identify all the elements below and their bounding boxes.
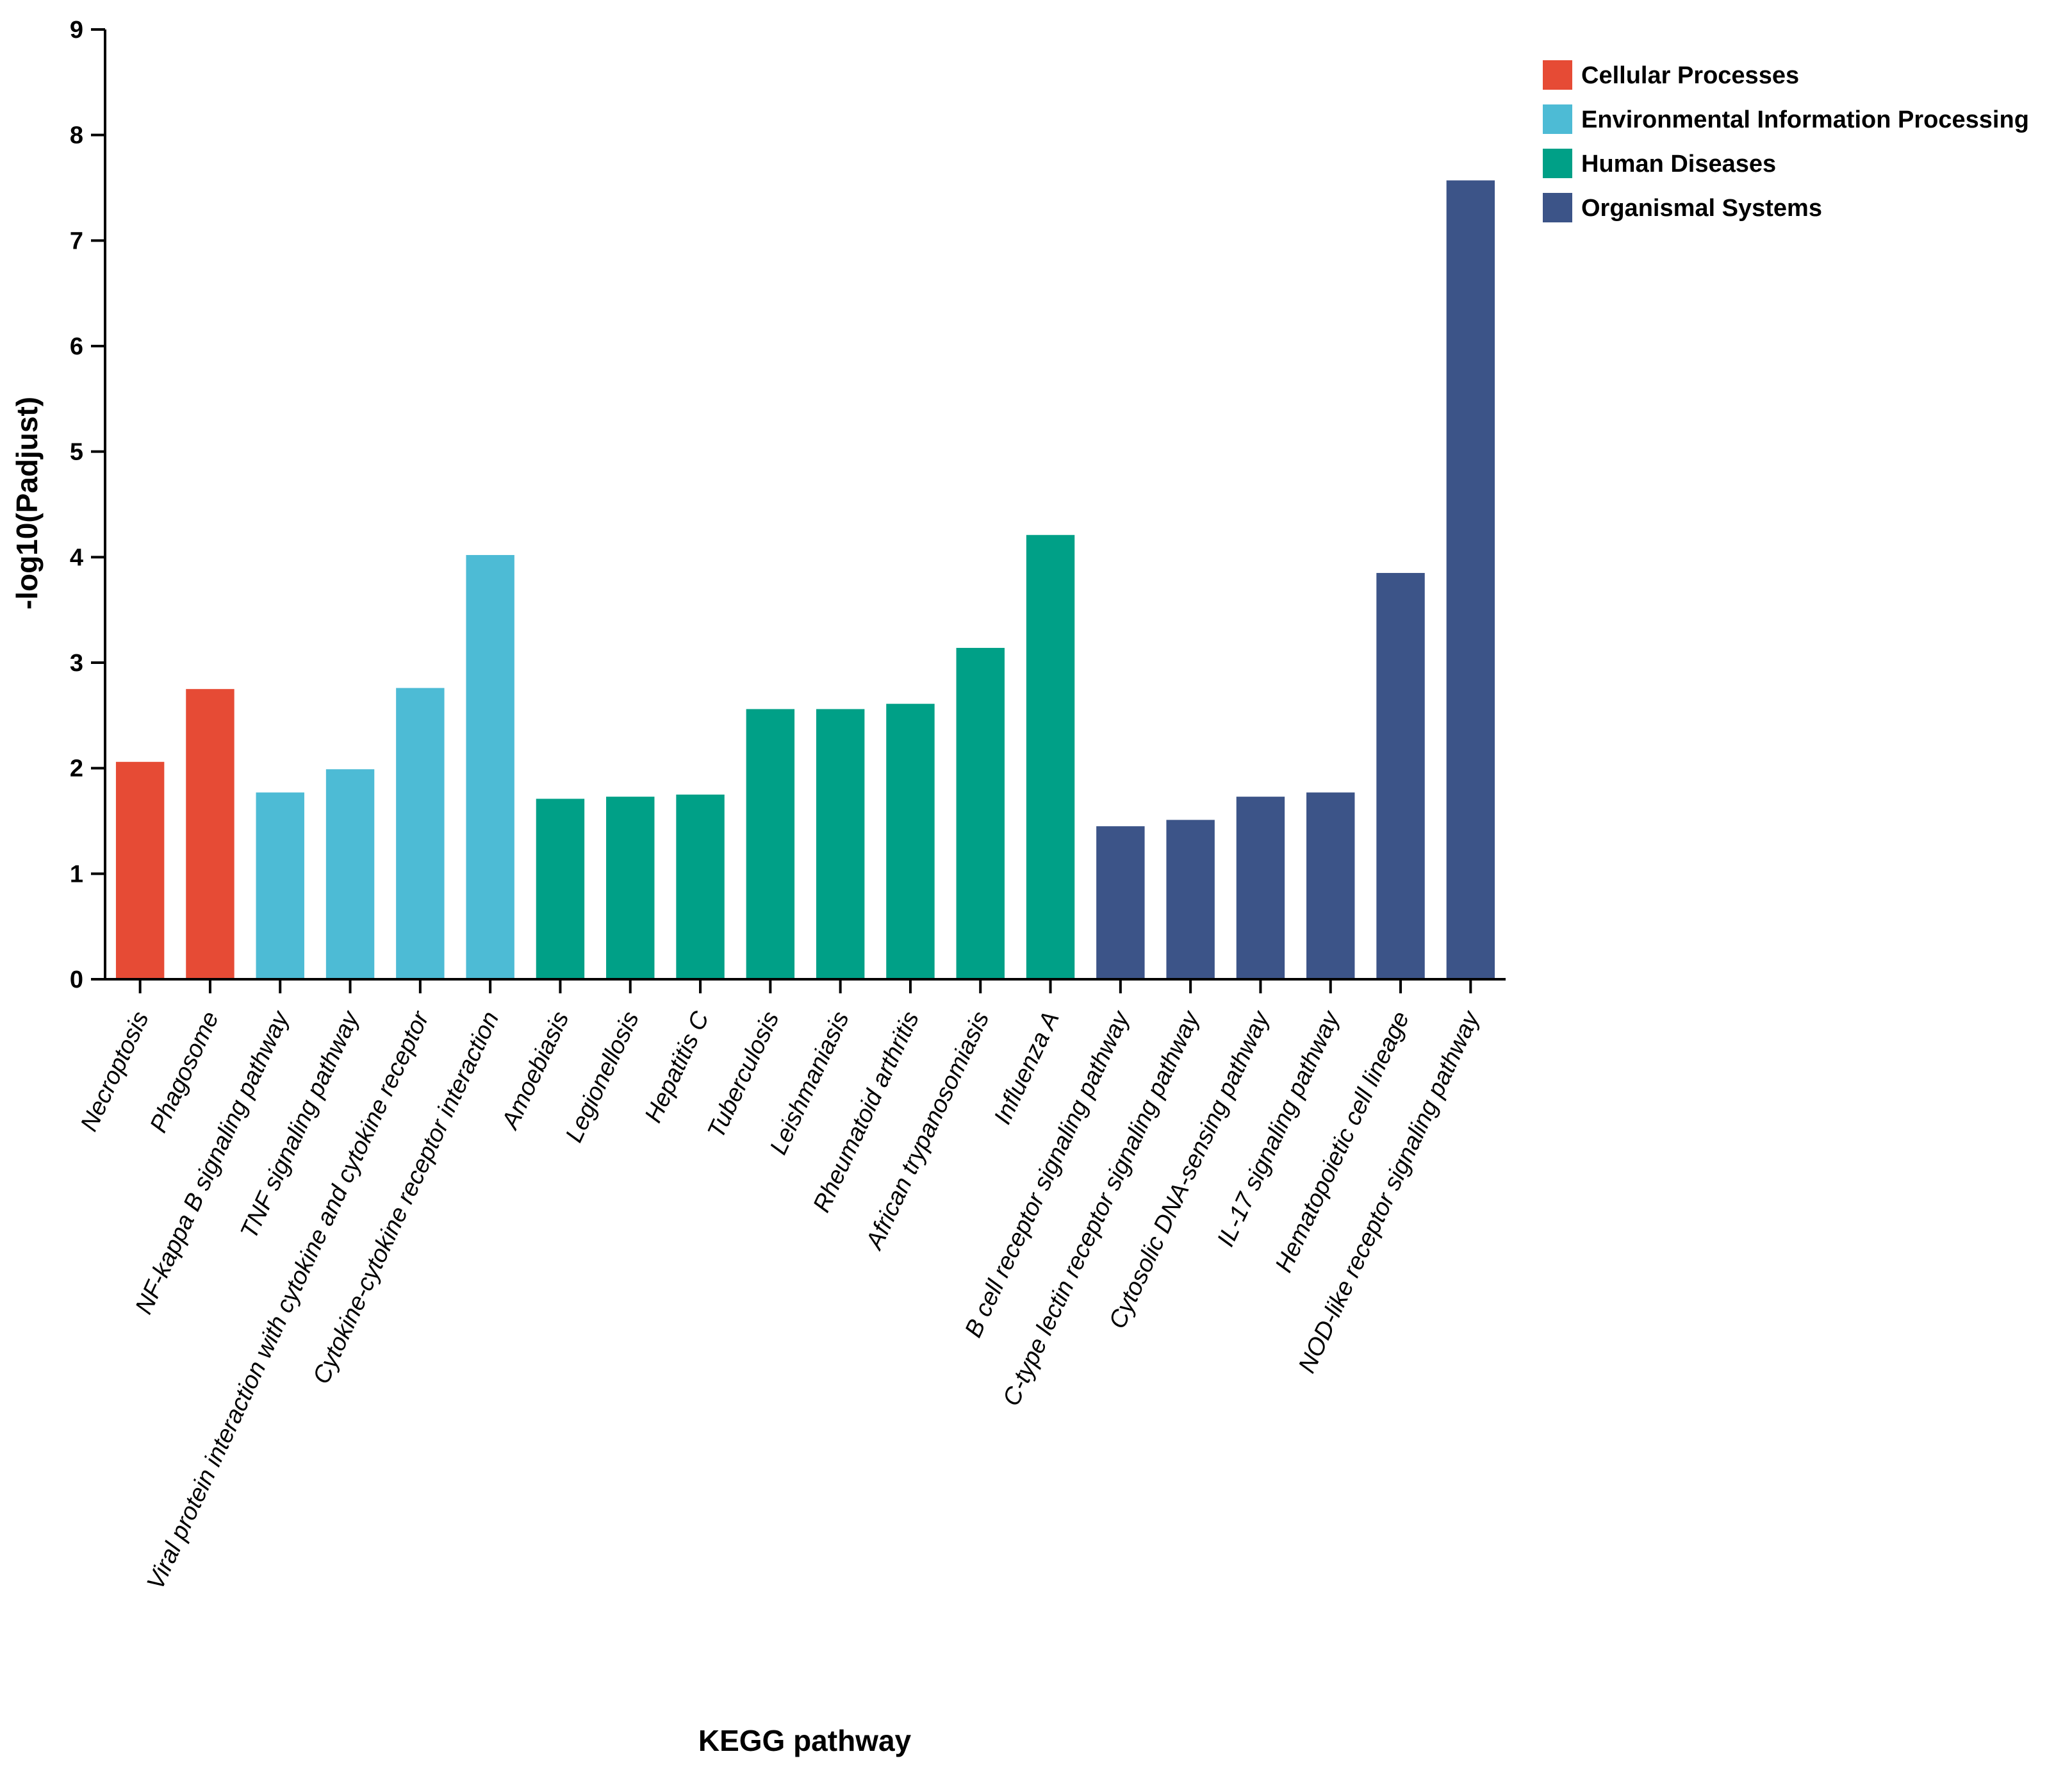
- bar: [186, 689, 234, 979]
- bar: [746, 709, 795, 979]
- legend-swatch: [1543, 104, 1572, 134]
- bar: [115, 761, 165, 979]
- bar: [1306, 792, 1355, 979]
- y-tick-label: 7: [70, 228, 83, 254]
- bar: [1026, 534, 1075, 979]
- y-tick-label: 2: [70, 756, 83, 782]
- legend: Cellular Processes Environmental Informat…: [1543, 60, 2029, 222]
- legend-label: Environmental Information Processing: [1581, 106, 2029, 133]
- x-tick-label: Legionellosis: [561, 1007, 645, 1147]
- y-tick-label: 9: [70, 17, 83, 44]
- bar: [1166, 820, 1215, 979]
- legend-label: Human Diseases: [1581, 151, 1776, 178]
- bar: [1376, 573, 1425, 979]
- y-axis: 0 1 2 3 4 5 6 7 8 9: [70, 17, 106, 993]
- legend-swatch: [1543, 149, 1572, 178]
- x-tick-label: Tuberculosis: [703, 1007, 785, 1142]
- bar: [256, 792, 304, 979]
- x-tick-label: African trypanosomiasis: [860, 1007, 994, 1254]
- y-tick-label: 5: [70, 439, 83, 466]
- y-tick-label: 1: [70, 861, 83, 888]
- bar: [1236, 797, 1285, 979]
- y-tick-label: 6: [70, 333, 83, 360]
- bar: [466, 555, 514, 979]
- y-tick-label: 3: [70, 650, 83, 677]
- bar: [1096, 826, 1145, 979]
- bar: [886, 704, 935, 979]
- bar: [396, 688, 445, 979]
- bar: [956, 647, 1005, 979]
- bar: [536, 799, 585, 979]
- x-tick-label: IL-17 signaling pathway: [1212, 1006, 1345, 1250]
- legend-swatch: [1543, 60, 1572, 90]
- x-tick-label: Hepatitis C: [640, 1007, 715, 1127]
- bar: [606, 797, 655, 979]
- x-tick-label: Influenza A: [989, 1007, 1065, 1129]
- legend-swatch: [1543, 193, 1572, 222]
- x-axis-title: KEGG pathway: [698, 1724, 912, 1757]
- legend-label: Organismal Systems: [1581, 195, 1822, 222]
- x-tick-label: Hematopoietic cell lineage: [1270, 1007, 1415, 1277]
- y-axis-title: -log10(Padjust): [10, 397, 44, 609]
- bar: [325, 769, 375, 979]
- legend-label: Cellular Processes: [1581, 62, 1799, 89]
- bar: [1446, 180, 1495, 979]
- x-tick-label: Phagosome: [145, 1007, 224, 1137]
- x-tick-label: Necroptosis: [76, 1007, 154, 1136]
- bars-layer: [115, 180, 1495, 979]
- y-tick-label: 8: [70, 122, 83, 149]
- x-tick-label: Amoebiasis: [497, 1007, 575, 1134]
- y-tick-label: 0: [70, 966, 83, 993]
- bar: [676, 794, 725, 979]
- y-tick-label: 4: [70, 544, 83, 571]
- bar: [816, 709, 865, 979]
